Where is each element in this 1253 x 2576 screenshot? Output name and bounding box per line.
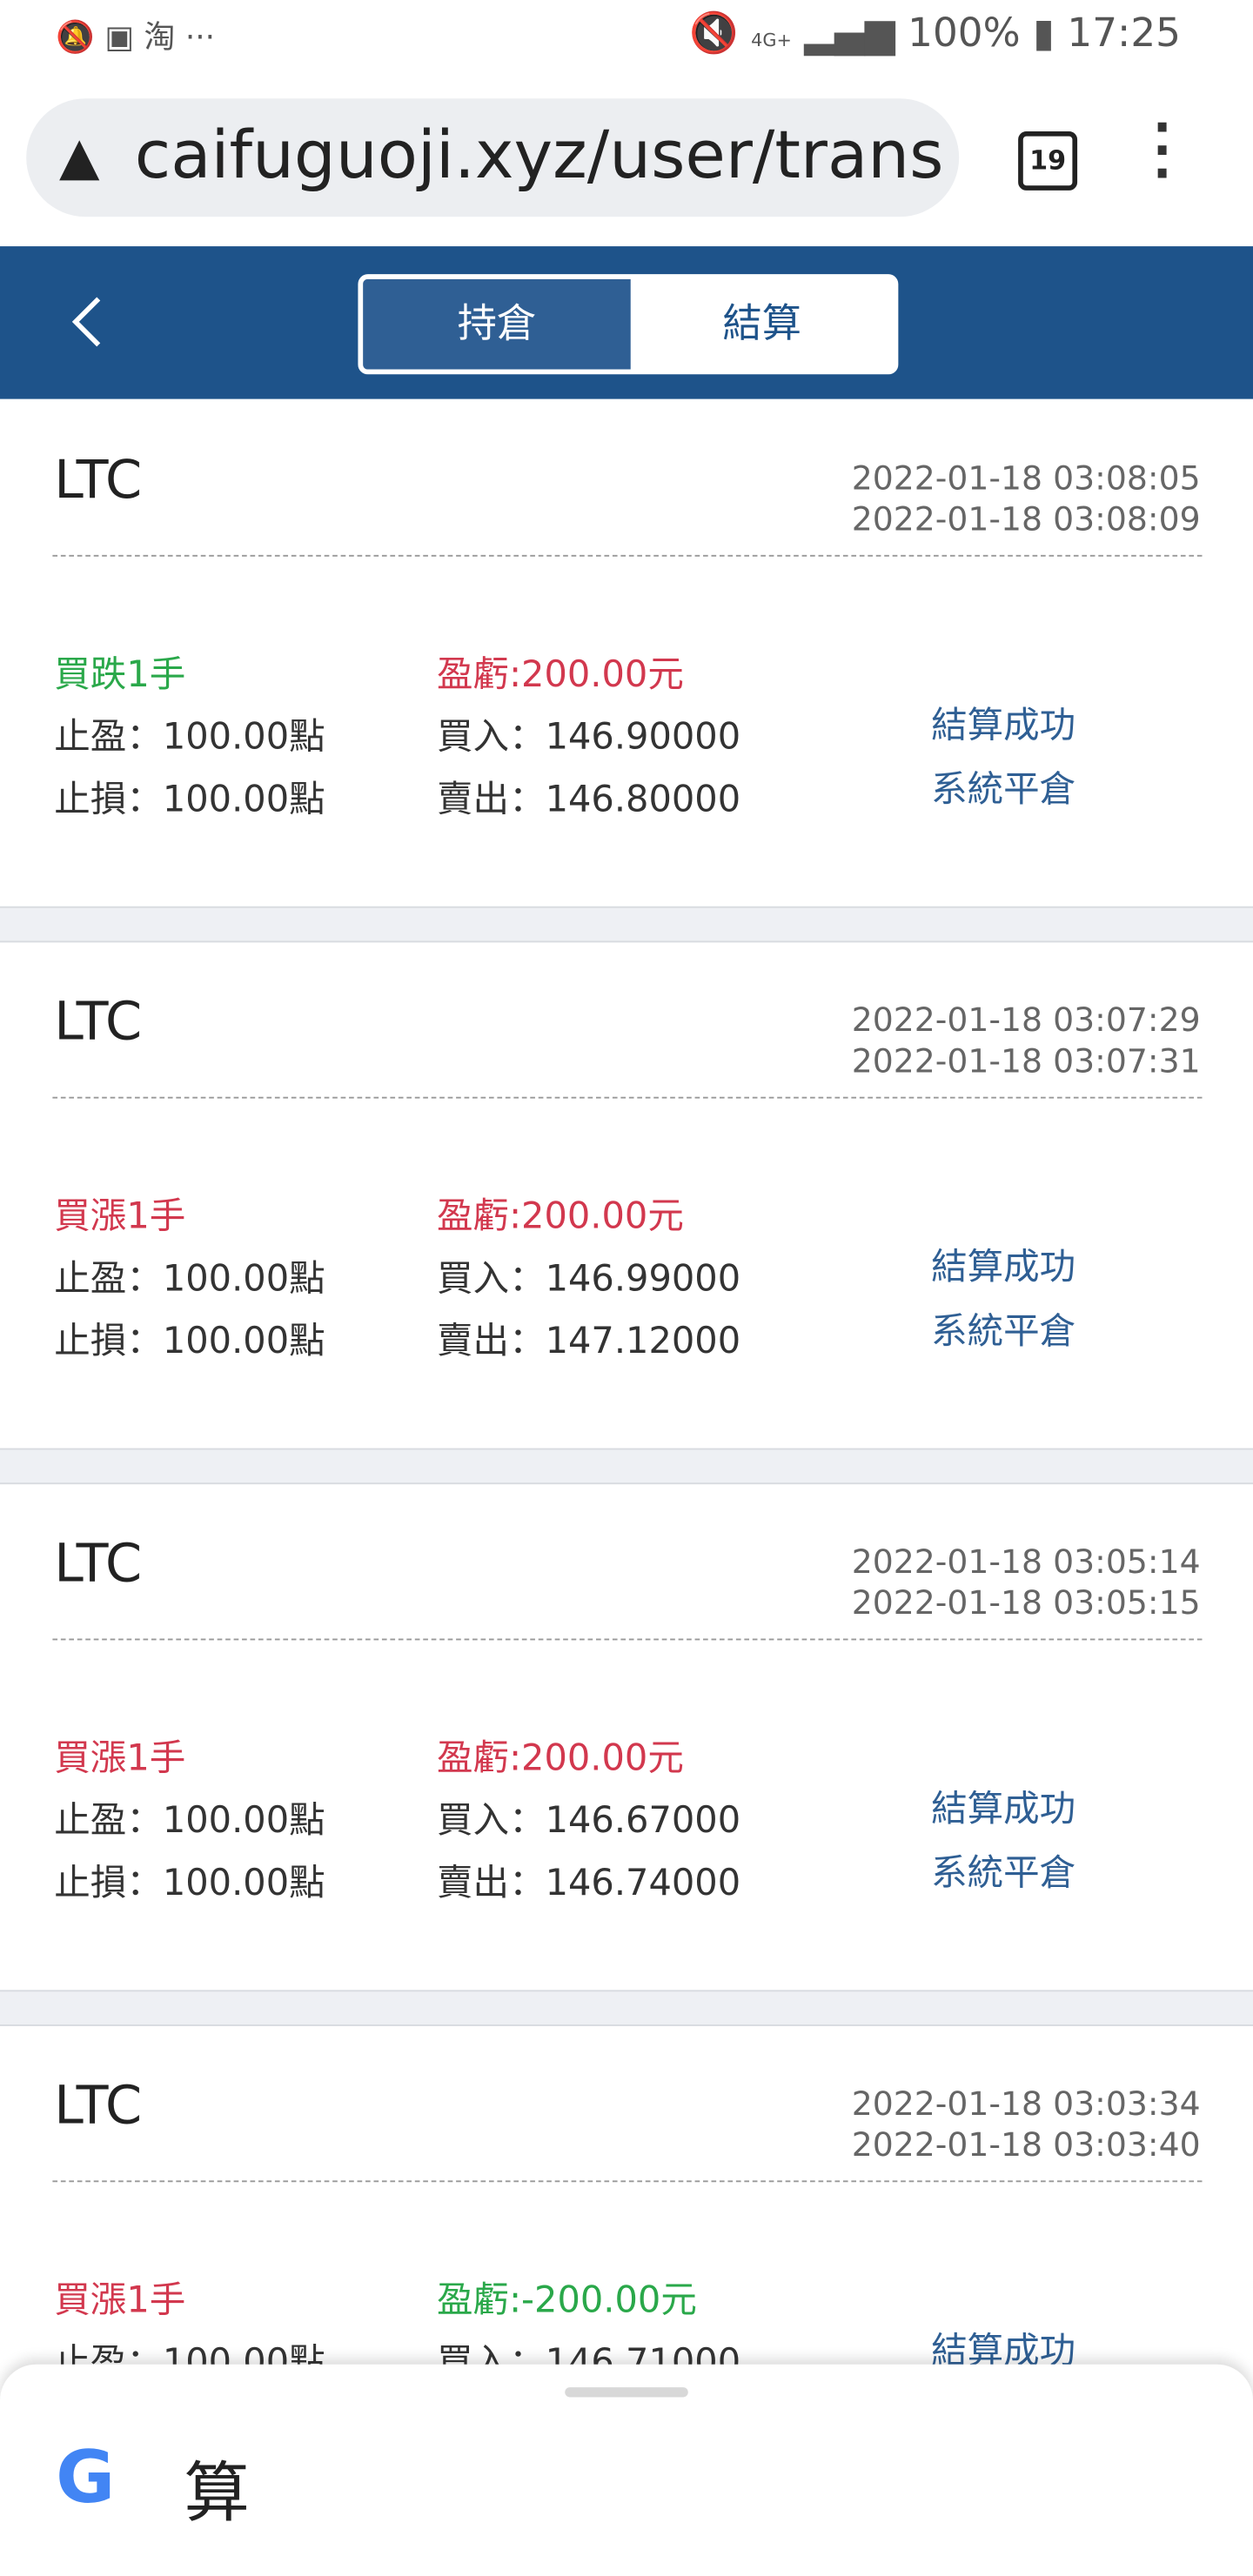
- direction: 買漲1手: [54, 2280, 186, 2322]
- url-bar[interactable]: ▲ caifuguoji.xyz/user/trans: [26, 98, 960, 217]
- warning-icon: ▲: [58, 124, 100, 188]
- network: 4G+: [751, 29, 792, 51]
- record-card: LTC 2022-01-18 03:05:14 2022-01-18 03:05:1…: [0, 1486, 1253, 1991]
- record-list: LTC 2022-01-18 03:08:05 2022-01-18 03:08:0…: [0, 402, 1253, 2533]
- symbol: LTC: [54, 448, 143, 511]
- menu-button[interactable]: · · ·: [1152, 100, 1172, 204]
- take-profit: 止盈：100.00點: [54, 1801, 325, 1843]
- close-type: 系統平倉: [931, 1853, 1076, 1895]
- symbol: LTC: [54, 1531, 143, 1595]
- search-query: 算: [184, 2456, 250, 2533]
- buy: 買入：146.90000: [437, 717, 741, 759]
- tab-switch: 持倉 結算: [358, 274, 899, 375]
- status-icons: 🔕 ▣ 淘 ···: [56, 19, 216, 57]
- close-time: 2022-01-18 03:07:31: [851, 1040, 1201, 1081]
- open-time: 2022-01-18 03:07:29: [851, 1000, 1201, 1040]
- search-sheet[interactable]: G 算: [0, 2364, 1253, 2576]
- app-icon: 淘: [144, 19, 176, 57]
- sheet-handle: [565, 2387, 688, 2398]
- close-time: 2022-01-18 03:08:09: [851, 498, 1201, 539]
- direction: 買跌1手: [54, 655, 186, 697]
- close-type: 系統平倉: [931, 770, 1076, 812]
- tab-inactive[interactable]: 結算: [722, 300, 802, 347]
- profit: 盈虧:200.00元: [437, 655, 684, 697]
- take-profit: 止盈：100.00點: [54, 1259, 325, 1301]
- divider: [52, 2180, 1203, 2183]
- stop-loss: 止損：100.00點: [54, 779, 325, 821]
- close-time: 2022-01-18 03:05:15: [851, 1582, 1201, 1623]
- record-separator: [0, 906, 1253, 943]
- divider: [52, 1096, 1203, 1099]
- app-header: 持倉 結算: [0, 246, 1253, 399]
- close-type: 系統平倉: [931, 1311, 1076, 1354]
- open-time: 2022-01-18 03:03:34: [851, 2083, 1201, 2124]
- status: 結算成功: [931, 706, 1076, 747]
- direction: 買漲1手: [54, 1196, 186, 1239]
- url-text: caifuguoji.xyz/user/trans: [134, 117, 944, 194]
- status: 結算成功: [931, 1248, 1076, 1289]
- divider: [52, 1638, 1203, 1641]
- profit: 盈虧:200.00元: [437, 1738, 684, 1780]
- close-time: 2022-01-18 03:03:40: [851, 2124, 1201, 2165]
- profit: 盈虧:-200.00元: [437, 2280, 697, 2322]
- open-time: 2022-01-18 03:05:14: [851, 1542, 1201, 1582]
- stop-loss: 止損：100.00點: [54, 1863, 325, 1905]
- record-separator: [0, 1448, 1253, 1485]
- take-profit: 止盈：100.00點: [54, 717, 325, 759]
- direction: 買漲1手: [54, 1738, 186, 1780]
- tab-count[interactable]: 19: [1018, 130, 1078, 191]
- status-right: 🔇 4G+ ▂▄▆ 100% ▮ 17:25: [689, 10, 1181, 57]
- sell: 賣出：147.12000: [437, 1321, 741, 1363]
- symbol: LTC: [54, 2073, 143, 2137]
- record-card: LTC 2022-01-18 03:07:29 2022-01-18 03:07:3…: [0, 944, 1253, 1449]
- sell: 賣出：146.74000: [437, 1863, 741, 1905]
- record-separator: [0, 1990, 1253, 2026]
- buy: 買入：146.67000: [437, 1801, 741, 1843]
- back-button[interactable]: [65, 292, 108, 351]
- buy: 買入：146.99000: [437, 1259, 741, 1301]
- more-dots: ···: [184, 19, 216, 57]
- status: 結算成功: [931, 1790, 1076, 1831]
- symbol: LTC: [54, 990, 143, 1053]
- open-time: 2022-01-18 03:08:05: [851, 458, 1201, 498]
- clock: 17:25: [1067, 10, 1181, 57]
- battery: 100%: [908, 10, 1021, 57]
- record-card: LTC 2022-01-18 03:08:05 2022-01-18 03:08:0…: [0, 402, 1253, 907]
- tab-active[interactable]: 持倉: [363, 278, 631, 370]
- google-logo: G: [56, 2436, 116, 2521]
- divider: [52, 554, 1203, 557]
- sell: 賣出：146.80000: [437, 779, 741, 821]
- stop-loss: 止損：100.00點: [54, 1321, 325, 1363]
- profit: 盈虧:200.00元: [437, 1196, 684, 1239]
